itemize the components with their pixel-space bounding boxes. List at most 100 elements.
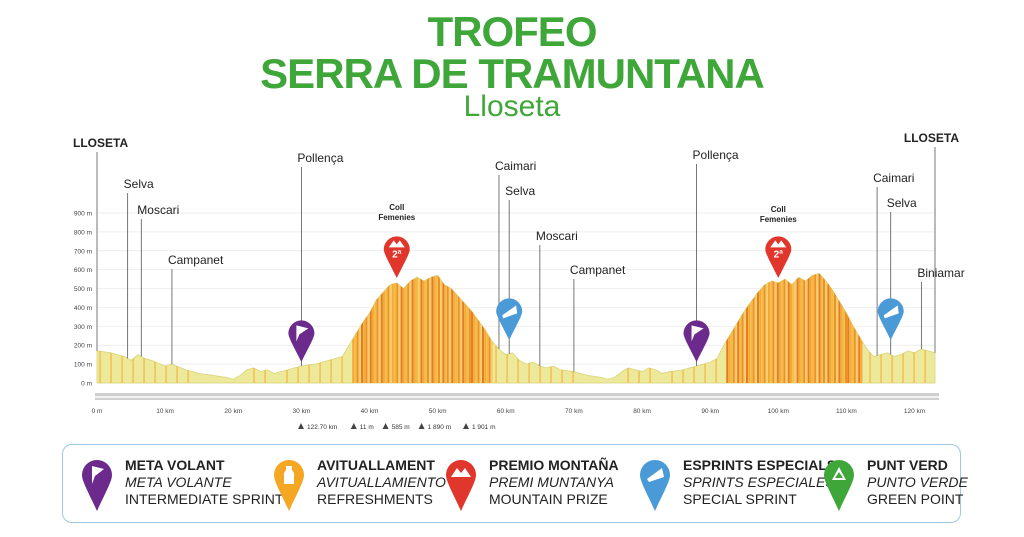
- legend-line3: GREEN POINT: [867, 491, 964, 507]
- legend-line1: PREMIO MONTAÑA: [489, 457, 619, 473]
- y-tick-label: 0 m: [81, 381, 92, 388]
- climb-stripe: [752, 273, 755, 383]
- climb-stripe: [424, 273, 427, 383]
- climb-stripe: [383, 273, 385, 383]
- climb-stripe: [253, 273, 255, 383]
- climb-stripe: [121, 273, 123, 383]
- meta-volant-marker-icon: [683, 320, 710, 362]
- y-tick-label: 600 m: [74, 267, 92, 274]
- place-label: LLOSETA: [904, 131, 959, 145]
- climb-stripe: [851, 273, 854, 383]
- premio-montana-marker-icon: 2ª: [765, 236, 792, 278]
- legend-box: META VOLANT META VOLANTE INTERMEDIATE SPRI…: [62, 444, 968, 523]
- climb-stripe: [372, 273, 374, 383]
- stat-icon: [463, 423, 469, 429]
- climb-stripe: [391, 273, 394, 383]
- meta-volant-icon: [82, 460, 112, 511]
- place-label: Pollença: [693, 148, 739, 162]
- climb-stripe: [750, 273, 753, 383]
- x-tick-label: 100 km: [768, 408, 789, 415]
- climb-stripe: [455, 273, 458, 383]
- climb-stripe: [422, 273, 425, 383]
- y-tick-label: 700 m: [74, 248, 92, 255]
- y-axis-ticks: 0 m 100 m 200 m 300 m 400 m 500 m 600 m 700 m 80…: [74, 211, 92, 388]
- climb-stripe: [798, 273, 801, 383]
- climb-stripe: [387, 273, 390, 383]
- elevation-area: [96, 272, 936, 384]
- climb-stripe: [528, 273, 530, 383]
- climb-stripe: [442, 273, 445, 383]
- place-label: Coll: [771, 205, 786, 214]
- climb-stripe: [842, 273, 845, 383]
- climb-stripe: [845, 273, 847, 383]
- climb-stripe: [356, 273, 359, 383]
- x-tick-label: 60 km: [497, 408, 515, 415]
- climb-stripe: [869, 273, 871, 383]
- climb-stripe: [367, 273, 370, 383]
- climb-stripe: [829, 273, 832, 383]
- climb-stripe: [369, 273, 372, 383]
- y-tick-label: 500 m: [74, 286, 92, 293]
- climb-stripe: [902, 273, 904, 383]
- esprints-especials-marker-icon: [877, 298, 904, 340]
- climb-stripe: [132, 273, 134, 383]
- climb-stripe: [506, 273, 508, 383]
- premio-montana-icon: [446, 460, 476, 511]
- punt-verd-icon: [824, 460, 854, 511]
- legend-text: PREMIO MONTAÑA PREMI MUNTANYA MOUNTAIN PRI…: [489, 457, 619, 508]
- climb-stripe: [739, 273, 742, 383]
- climb-stripe: [649, 273, 651, 383]
- climb-stripe: [860, 273, 863, 383]
- y-tick-label: 900 m: [74, 211, 92, 218]
- climb-stripe: [805, 273, 808, 383]
- climb-stripe: [398, 273, 401, 383]
- place-label: Campanet: [570, 263, 626, 277]
- marker-pin: [683, 320, 710, 362]
- climb-stripe: [396, 273, 399, 383]
- climb-stripe: [880, 273, 882, 383]
- climb-stripe: [816, 273, 819, 383]
- climb-stripe: [429, 273, 432, 383]
- climb-stripe: [413, 273, 416, 383]
- flag-icon: [296, 325, 309, 342]
- climb-stripe: [468, 273, 471, 383]
- legend-line3: REFRESHMENTS: [317, 491, 433, 507]
- legend-line2: AVITUALLAMIENTO: [317, 474, 446, 490]
- place-label: Pollença: [297, 151, 343, 165]
- climb-stripe: [99, 273, 101, 383]
- x-tick-label: 110 km: [836, 408, 857, 415]
- climb-stripe: [768, 273, 770, 383]
- climb-stripe: [726, 273, 729, 383]
- place-label: Caimari: [873, 171, 914, 185]
- climb-stripe: [319, 273, 321, 383]
- climb-stripe: [743, 273, 746, 383]
- climb-stripe: [671, 273, 673, 383]
- climb-stripe: [297, 273, 299, 383]
- climb-stripe: [682, 273, 684, 383]
- climb-stripe: [737, 273, 740, 383]
- place-label: Selva: [124, 177, 154, 191]
- climb-stripe: [735, 273, 737, 383]
- climb-stripe: [407, 273, 410, 383]
- marker-pin: [496, 298, 523, 340]
- stat-value: 122.70 km: [307, 424, 337, 431]
- legend-text: ESPRINTS ESPECIALS SPRINTS ESPECIALES SPEC…: [683, 457, 836, 508]
- legend-line2: SPRINTS ESPECIALES: [683, 474, 835, 490]
- climb-stripe: [479, 273, 482, 383]
- climb-stripe: [787, 273, 790, 383]
- x-axis-bar-highlight: [95, 396, 939, 398]
- climb-stripe: [376, 273, 379, 383]
- stat-value: 1 890 m: [428, 424, 452, 431]
- climb-stripe: [781, 273, 784, 383]
- place-label: Moscari: [137, 203, 179, 217]
- x-axis: 0 m 10 km 20 km 30 km 40 km 50 km 60 km 70 km 80…: [92, 393, 939, 415]
- legend-text: AVITUALLAMENT AVITUALLAMIENTO REFRESHMENTS: [317, 457, 446, 508]
- climb-stripe: [488, 273, 491, 383]
- climb-stripe: [754, 273, 757, 383]
- climb-stripe: [374, 273, 377, 383]
- climb-stripe: [354, 273, 357, 383]
- climb-stripe: [358, 273, 361, 383]
- climb-stripe: [431, 273, 434, 383]
- climb-stripe: [807, 273, 810, 383]
- climb-stripe: [341, 273, 343, 383]
